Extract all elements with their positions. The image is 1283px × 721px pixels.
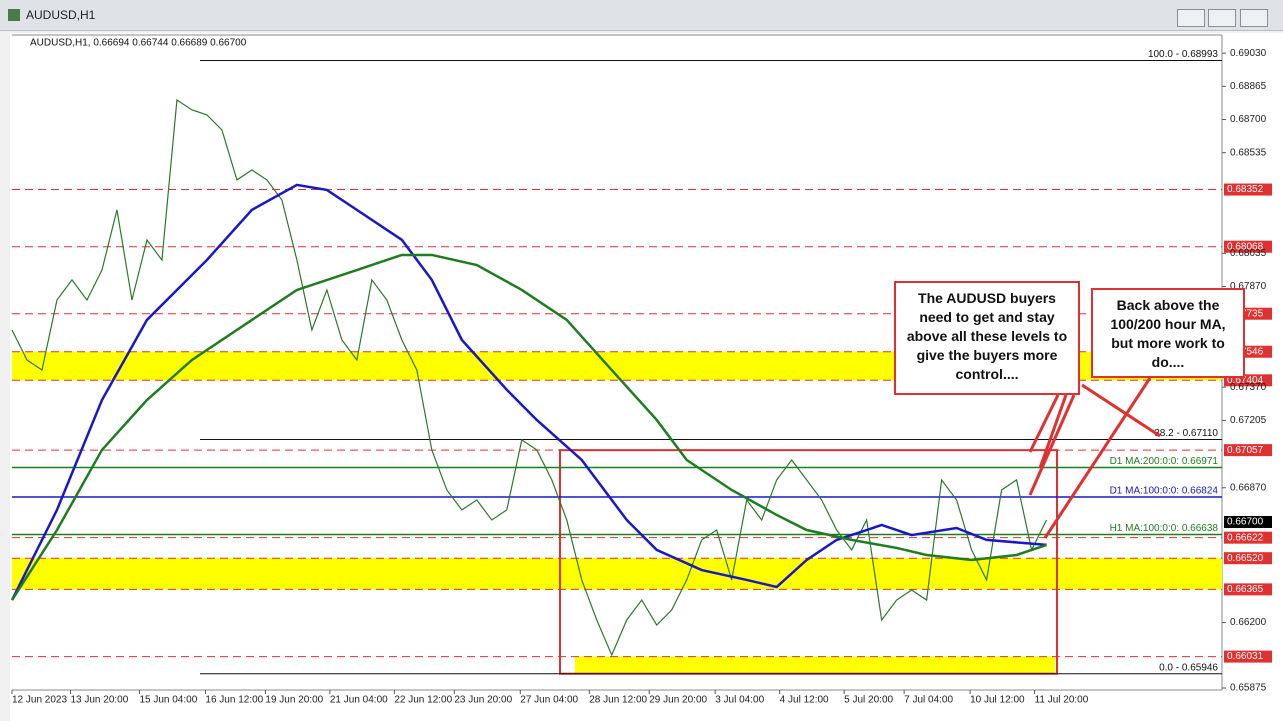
level-label: 0.66031 <box>1227 651 1264 662</box>
y-tick-label: 0.67370 <box>1230 382 1267 393</box>
window-title: AUDUSD,H1 <box>26 8 96 22</box>
series <box>10 98 1048 657</box>
ma-level-label: D1 MA:100:0:0: 0.66824 <box>1110 486 1219 497</box>
x-tick-label: 4 Jul 12:00 <box>780 695 829 706</box>
y-tick-label: 0.68035 <box>1230 248 1267 259</box>
x-tick-label: 21 Jun 04:00 <box>330 695 388 706</box>
x-tick-label: 16 Jun 12:00 <box>205 695 263 706</box>
level-label-bg <box>1224 240 1272 253</box>
series-line <box>10 183 1047 601</box>
x-tick-label: 23 Jun 20:00 <box>454 695 512 706</box>
level-label-bg <box>1224 650 1272 663</box>
level-label-bg <box>1224 183 1272 196</box>
current-price-bg <box>1224 515 1272 528</box>
annotation: Back above the 100/200 hour MA, but more… <box>1091 288 1245 378</box>
y-tick-label: 0.67870 <box>1230 281 1267 292</box>
fib-label: 0.0 - 0.65946 <box>1159 662 1218 673</box>
level-label: 0.67404 <box>1227 375 1264 386</box>
current-price-label: 0.66700 <box>1227 517 1264 528</box>
x-tick-label: 13 Jun 20:00 <box>70 695 128 706</box>
series-line <box>10 253 1047 601</box>
y-tick-label: 0.68865 <box>1230 81 1267 92</box>
series-line <box>11 98 1048 657</box>
x-tick-label: 5 Jul 20:00 <box>844 695 893 706</box>
close-button[interactable] <box>1240 9 1268 27</box>
x-tick-label: 7 Jul 04:00 <box>904 695 953 706</box>
arrow <box>1028 394 1060 453</box>
y-tick-label: 0.66870 <box>1230 482 1267 493</box>
window-icon <box>8 9 20 21</box>
zone <box>575 656 1055 674</box>
fib-label: 100.0 - 0.68993 <box>1148 49 1218 60</box>
fib-label: 38.2 - 0.67110 <box>1154 428 1218 439</box>
level-label: 0.67735 <box>1227 308 1264 319</box>
zone <box>12 558 1222 590</box>
annotation: The AUDUSD buyers need to get and stay a… <box>894 281 1080 395</box>
x-tick-label: 3 Jul 04:00 <box>715 695 764 706</box>
level-label: 0.67546 <box>1227 346 1264 357</box>
y-tick-label: 0.65875 <box>1230 683 1267 694</box>
level-label: 0.68068 <box>1227 241 1264 252</box>
maximize-button[interactable] <box>1208 9 1236 27</box>
y-tick-label: 0.66200 <box>1230 617 1267 628</box>
x-tick-label: 12 Jun 2023 <box>12 695 67 706</box>
level-label-bg <box>1224 531 1272 544</box>
x-tick-label: 10 Jul 12:00 <box>970 695 1025 706</box>
level-label-bg <box>1224 552 1272 565</box>
level-label: 0.67057 <box>1227 445 1264 456</box>
x-tick-label: 22 Jun 12:00 <box>394 695 452 706</box>
arrow <box>1043 377 1152 539</box>
y-tick-label: 0.68700 <box>1230 114 1267 125</box>
y-tick-label: 0.67205 <box>1230 415 1267 426</box>
level-label: 0.66622 <box>1227 532 1264 543</box>
x-tick-label: 27 Jun 04:00 <box>520 695 578 706</box>
x-tick-label: 29 Jun 20:00 <box>649 695 707 706</box>
y-tick-label: 0.69030 <box>1230 48 1267 59</box>
chart-header: AUDUSD,H1, 0.66694 0.66744 0.66689 0.667… <box>30 38 247 49</box>
level-label-bg <box>1224 583 1272 596</box>
level-label: 0.66365 <box>1227 584 1264 595</box>
arrow <box>1038 394 1068 469</box>
level-label-bg <box>1224 444 1272 457</box>
x-tick-label: 11 Jul 20:00 <box>1035 695 1089 706</box>
arrow <box>1081 383 1161 438</box>
arrow <box>1028 394 1076 496</box>
level-label: 0.68352 <box>1227 184 1264 195</box>
arrows <box>1028 377 1161 539</box>
ma-level-label: H1 MA:100:0:0: 0.66638 <box>1110 523 1219 534</box>
minimize-button[interactable] <box>1177 9 1205 27</box>
y-tick-label: 0.68535 <box>1230 147 1267 158</box>
title-bar: AUDUSD,H1 <box>0 0 1283 31</box>
x-tick-label: 15 Jun 04:00 <box>139 695 197 706</box>
level-label: 0.66520 <box>1227 553 1264 564</box>
ma-level-label: D1 MA:200:0:0: 0.66971 <box>1110 456 1219 467</box>
x-tick-label: 28 Jun 12:00 <box>589 695 647 706</box>
x-tick-label: 19 Jun 20:00 <box>265 695 323 706</box>
